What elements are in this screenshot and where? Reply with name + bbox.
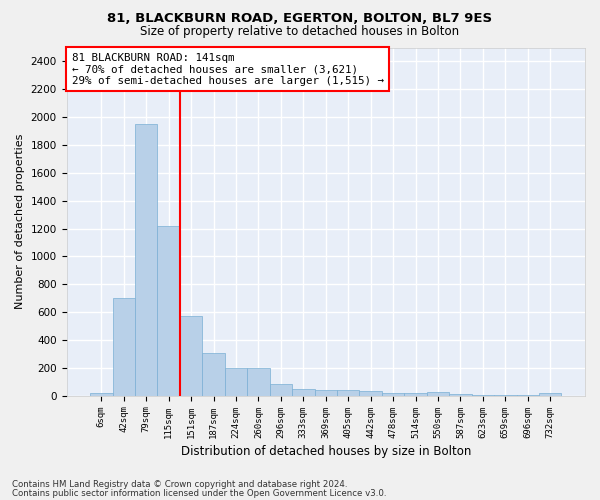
Text: Size of property relative to detached houses in Bolton: Size of property relative to detached ho… [140, 25, 460, 38]
Bar [202, 353, 225, 396]
Bar [539, 393, 562, 396]
Bar [180, 316, 202, 396]
Text: Contains HM Land Registry data © Crown copyright and database right 2024.: Contains HM Land Registry data © Crown c… [12, 480, 347, 489]
Text: 81 BLACKBURN ROAD: 141sqm
← 70% of detached houses are smaller (3,621)
29% of se: 81 BLACKBURN ROAD: 141sqm ← 70% of detac… [72, 52, 384, 86]
Bar [292, 390, 314, 396]
Bar [314, 390, 337, 396]
Bar [247, 368, 269, 396]
Bar [427, 392, 449, 396]
Bar [113, 298, 135, 396]
X-axis label: Distribution of detached houses by size in Bolton: Distribution of detached houses by size … [181, 444, 471, 458]
Bar [494, 395, 517, 396]
Bar [404, 394, 427, 396]
Bar [269, 384, 292, 396]
Text: Contains public sector information licensed under the Open Government Licence v3: Contains public sector information licen… [12, 488, 386, 498]
Bar [135, 124, 157, 396]
Bar [90, 394, 113, 396]
Bar [157, 226, 180, 396]
Text: 81, BLACKBURN ROAD, EGERTON, BOLTON, BL7 9ES: 81, BLACKBURN ROAD, EGERTON, BOLTON, BL7… [107, 12, 493, 26]
Bar [225, 368, 247, 396]
Y-axis label: Number of detached properties: Number of detached properties [15, 134, 25, 309]
Bar [337, 390, 359, 396]
Bar [449, 394, 472, 396]
Bar [472, 395, 494, 396]
Bar [382, 394, 404, 396]
Bar [517, 395, 539, 396]
Bar [359, 392, 382, 396]
